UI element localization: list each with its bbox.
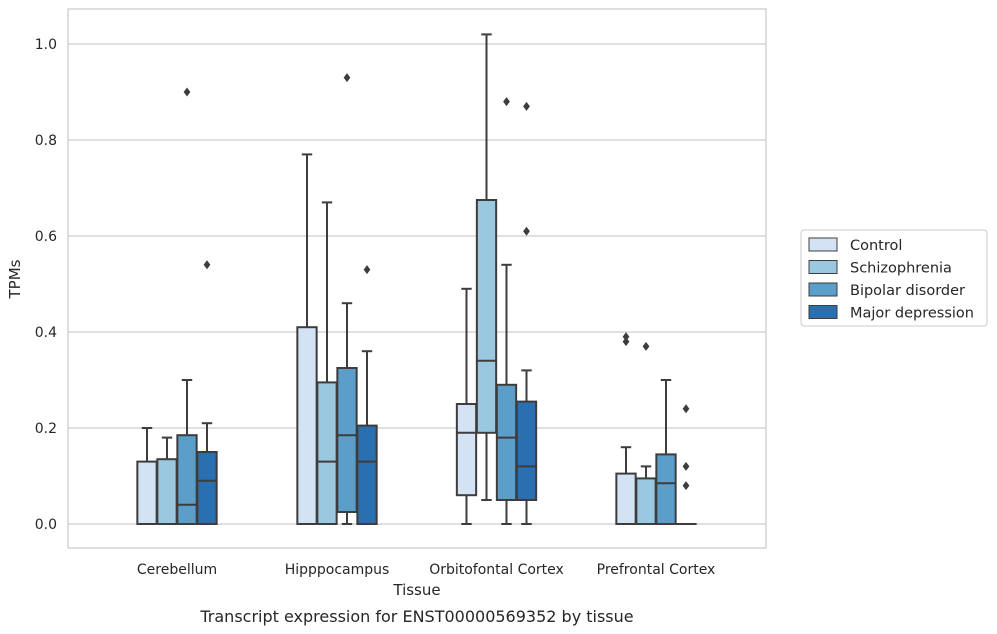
chart-caption: Transcript expression for ENST0000056935… xyxy=(199,607,633,626)
box-rect xyxy=(176,434,198,526)
box-rect xyxy=(156,458,178,526)
outlier-point xyxy=(183,87,191,97)
box-rect xyxy=(316,381,338,525)
outlier-point xyxy=(682,461,690,471)
box-rect xyxy=(455,403,478,497)
box-rect xyxy=(136,460,158,526)
box-rect xyxy=(635,477,657,525)
y-axis-label: TPMs xyxy=(6,259,24,299)
outlier-point xyxy=(203,260,211,270)
box-rect xyxy=(515,400,538,502)
box-rect xyxy=(296,326,318,526)
x-tick-label: Orbitofontal Cortex xyxy=(429,562,564,578)
outlier-point xyxy=(363,265,371,275)
box-rect xyxy=(336,367,358,513)
x-axis-ticks: Cerebellum Hipppocampus Orbitofontal Corte… xyxy=(137,562,715,578)
x-tick-label: Cerebellum xyxy=(137,562,217,578)
outlier-point xyxy=(523,226,530,236)
legend-swatch xyxy=(808,305,838,319)
box-series xyxy=(136,33,697,526)
x-tick-label: Prefrontal Cortex xyxy=(597,562,716,578)
outlier-point xyxy=(622,337,630,347)
legend-label: Schizophrenia xyxy=(850,261,952,277)
outlier-point xyxy=(682,481,690,491)
x-tick-label: Hipppocampus xyxy=(285,562,390,578)
legend-label: Control xyxy=(850,238,902,254)
outlier-point xyxy=(642,341,650,351)
outlier-point xyxy=(622,332,630,342)
outlier-point xyxy=(523,101,530,111)
outlier-point xyxy=(343,73,351,83)
legend-swatch xyxy=(808,260,838,274)
y-tick-label: 0.0 xyxy=(35,517,57,533)
box-rect xyxy=(655,453,677,525)
y-tick-label: 0.8 xyxy=(35,133,57,149)
y-axis-ticks: 0.0 0.2 0.4 0.6 0.8 1.0 xyxy=(35,37,57,533)
y-tick-label: 0.2 xyxy=(35,421,57,437)
x-axis-label: Tissue xyxy=(392,581,440,599)
outlier-point xyxy=(503,97,510,107)
box-rect xyxy=(475,199,498,434)
box-rect xyxy=(615,472,637,526)
outlier-point xyxy=(682,404,690,414)
y-tick-label: 1.0 xyxy=(35,37,57,53)
legend-swatch xyxy=(808,237,838,252)
legend-label: Bipolar disorder xyxy=(850,283,965,299)
legend-frame xyxy=(800,229,988,327)
y-tick-label: 0.4 xyxy=(35,325,57,341)
box-rect xyxy=(356,424,378,526)
plot-frame xyxy=(67,8,767,549)
legend-swatch xyxy=(808,282,838,297)
box-rect xyxy=(495,383,518,501)
legend: Control Schizophrenia Bipolar disorder Majo… xyxy=(800,229,988,327)
legend-label: Major depression xyxy=(850,306,974,322)
y-tick-label: 0.6 xyxy=(35,229,57,245)
box-rect xyxy=(196,451,218,525)
